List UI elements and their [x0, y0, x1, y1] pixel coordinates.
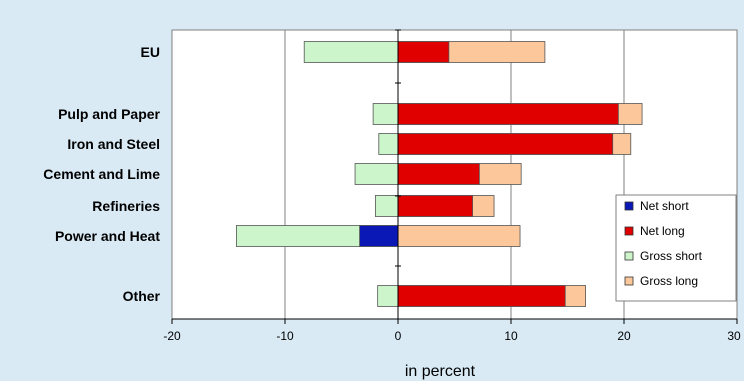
x-tick-label: 30 — [727, 329, 741, 343]
axes — [171, 29, 738, 324]
legend-swatch-net-long — [624, 226, 634, 236]
x-axis-title: in percent — [405, 363, 476, 380]
x-tick-label: -10 — [276, 329, 294, 343]
bar-gross-short-other — [377, 285, 399, 307]
category-label-pulp-and-paper: Pulp and Paper — [58, 106, 160, 122]
category-labels: EU Pulp and Paper Iron and Steel Cement and… — [43, 44, 160, 304]
bar-net-short-power-and-heat — [359, 225, 399, 247]
category-label-other: Other — [123, 288, 161, 304]
x-tick-label: -20 — [163, 329, 181, 343]
bar-net-long-pulp-and-paper — [397, 103, 619, 125]
category-label-iron-and-steel: Iron and Steel — [67, 136, 160, 152]
bar-gross-short-eu — [303, 41, 399, 63]
category-label-refineries: Refineries — [92, 198, 160, 214]
bar-net-long-other — [397, 285, 566, 307]
legend-swatch-gross-short — [624, 251, 634, 261]
bar-gross-short-refineries — [374, 195, 399, 217]
category-label-power-and-heat: Power and Heat — [55, 228, 160, 244]
bars — [236, 41, 643, 307]
legend-box — [615, 194, 737, 302]
legend-swatch-net-short — [624, 201, 634, 211]
bar-net-long-refineries — [397, 195, 473, 217]
bar-net-long-cement-and-lime — [397, 163, 480, 185]
x-tick-labels: -20 -10 0 10 20 30 — [163, 329, 741, 343]
legend-label-net-short: Net short — [640, 199, 689, 213]
category-label-cement-and-lime: Cement and Lime — [43, 166, 160, 182]
legend-label-net-long: Net long — [640, 224, 685, 238]
x-tick-label: 0 — [395, 329, 402, 343]
legend-label-gross-long: Gross long — [640, 274, 698, 288]
x-tick-label: 20 — [617, 329, 631, 343]
legend-swatch-gross-long — [624, 276, 634, 286]
legend-label-gross-short: Gross short — [640, 249, 703, 263]
bar-gross-short-cement-and-lime — [354, 163, 399, 185]
bar-net-long-iron-and-steel — [397, 133, 614, 155]
bar-gross-long-power-and-heat — [397, 225, 521, 247]
x-tick-label: 10 — [504, 329, 518, 343]
bar-net-long-eu — [397, 41, 450, 63]
legend: Net short Net long Gross short Gross long — [615, 194, 737, 302]
bar-gross-short-pulp-and-paper — [372, 103, 399, 125]
bar-gross-short-iron-and-steel — [378, 133, 399, 155]
category-label-eu: EU — [141, 44, 160, 60]
